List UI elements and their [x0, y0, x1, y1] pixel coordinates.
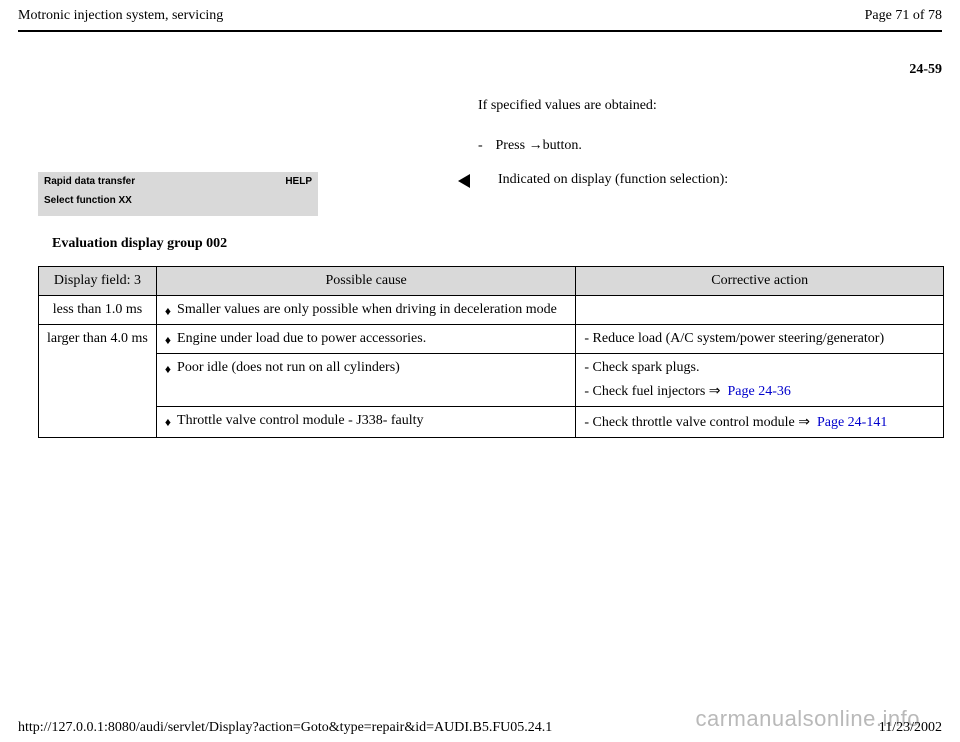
doc-title: Motronic injection system, servicing — [18, 8, 223, 24]
table-row: less than 1.0 ms ♦ Smaller values are onl… — [39, 296, 944, 325]
cause-text: Smaller values are only possible when dr… — [177, 302, 557, 318]
action-cell: - Check spark plugs. - Check fuel inject… — [576, 354, 944, 407]
display-line1-right: HELP — [285, 176, 312, 187]
table-row: ♦ Throttle valve control module - J338- f… — [39, 407, 944, 438]
action-cell — [576, 296, 944, 325]
press-word: Press — [496, 138, 529, 153]
table-header-cause: Possible cause — [156, 267, 575, 296]
right-arrow-icon: → — [529, 136, 543, 152]
cause-cell: ♦ Throttle valve control module - J338- f… — [156, 407, 575, 438]
button-word: button. — [543, 138, 582, 153]
cause-cell: ♦ Engine under load due to power accessor… — [156, 325, 575, 354]
table-row: ♦ Poor idle (does not run on all cylinder… — [39, 354, 944, 407]
cause-cell: ♦ Poor idle (does not run on all cylinder… — [156, 354, 575, 407]
page-link[interactable]: Page 24-36 — [728, 384, 791, 399]
action-line: - Reduce load (A/C system/power steering… — [584, 331, 935, 347]
footer-date: 11/23/2002 — [879, 720, 942, 736]
bullet-icon: ♦ — [165, 415, 171, 429]
cause-text: Engine under load due to power accessori… — [177, 331, 426, 347]
indicated-text: Indicated on display (function selection… — [498, 172, 728, 188]
bullet-icon: ♦ — [165, 362, 171, 376]
action-cell: - Check throttle valve control module ⇒ … — [576, 407, 944, 438]
action-text: - Check throttle valve control module — [584, 415, 798, 430]
cause-text: Poor idle (does not run on all cylinders… — [177, 360, 400, 376]
footer-url: http://127.0.0.1:8080/audi/servlet/Displ… — [18, 720, 552, 736]
action-line: - Check spark plugs. — [584, 360, 935, 376]
table-header-field: Display field: 3 — [39, 267, 157, 296]
evaluation-table: Display field: 3 Possible cause Correcti… — [38, 266, 944, 438]
display-line1-left: Rapid data transfer — [44, 176, 135, 187]
bullet-icon: ♦ — [165, 333, 171, 347]
header-rule — [18, 30, 942, 32]
field-cell: less than 1.0 ms — [39, 296, 157, 325]
evaluation-heading: Evaluation display group 002 — [52, 236, 942, 252]
display-line2: Select function XX — [44, 195, 312, 206]
right-arrow-icon: ⇒ — [709, 382, 721, 398]
table-header-action: Corrective action — [576, 267, 944, 296]
page-code: 24-59 — [18, 62, 942, 78]
intro-text: If specified values are obtained: — [478, 98, 922, 114]
press-button-line: - Press →button. — [478, 136, 922, 154]
left-triangle-icon — [458, 174, 470, 188]
action-line: - Check throttle valve control module ⇒ … — [584, 413, 935, 431]
page-link[interactable]: Page 24-141 — [817, 415, 887, 430]
cause-text: Throttle valve control module - J338- fa… — [177, 413, 424, 429]
action-cell: - Reduce load (A/C system/power steering… — [576, 325, 944, 354]
action-text: - Check fuel injectors — [584, 384, 708, 399]
field-cell: larger than 4.0 ms — [39, 325, 157, 438]
table-row: larger than 4.0 ms ♦Engine under load du… — [39, 325, 944, 354]
bullet-icon: ♦ — [165, 304, 171, 318]
right-arrow-icon: ⇒ — [798, 413, 810, 429]
action-line: - Check fuel injectors ⇒ Page 24-36 — [584, 382, 935, 400]
cause-cell: ♦ Smaller values are only possible when d… — [156, 296, 575, 325]
display-box: Rapid data transfer HELP Select function… — [38, 172, 318, 216]
dash-bullet: - — [478, 138, 492, 154]
page-number: Page 71 of 78 — [865, 8, 942, 24]
